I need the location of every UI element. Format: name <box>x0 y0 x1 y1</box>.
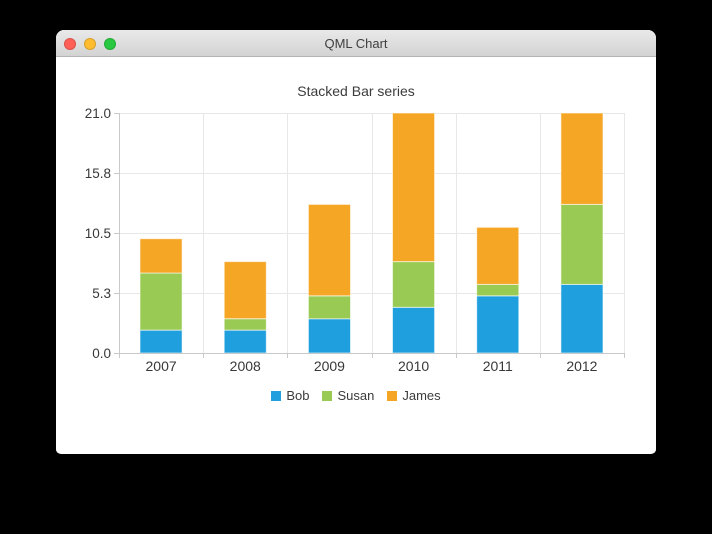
titlebar[interactable]: QML Chart <box>56 30 656 57</box>
bar-segment-susan-2010 <box>392 261 436 308</box>
bar-segment-susan-2008 <box>223 318 267 331</box>
bar-segment-james-2010 <box>392 112 436 263</box>
y-tick-label: 21.0 <box>85 106 111 121</box>
chart-legend: Bob Susan James <box>56 388 656 403</box>
bar-segment-bob-2008 <box>223 329 267 354</box>
legend-label: Susan <box>337 388 375 403</box>
bar-segment-james-2011 <box>476 226 520 285</box>
bar-segment-james-2012 <box>560 112 604 205</box>
zoom-button[interactable] <box>104 37 116 50</box>
x-category-label: 2009 <box>314 358 345 374</box>
bar-segment-bob-2010 <box>392 306 436 354</box>
legend-item-bob: Bob <box>271 388 309 403</box>
minimize-button[interactable] <box>84 37 96 50</box>
bar-segment-james-2007 <box>139 238 183 274</box>
chart-area: Stacked Bar series 0.0 5.3 10.5 15.8 21.0 200… <box>56 57 656 453</box>
x-category-label: 2010 <box>398 358 429 374</box>
y-tick-label: 0.0 <box>92 346 111 361</box>
x-category-label: 2008 <box>230 358 261 374</box>
window-title: QML Chart <box>324 35 388 51</box>
bar-segment-susan-2012 <box>560 203 604 285</box>
y-tick-label: 10.5 <box>85 226 111 241</box>
bar-segment-susan-2009 <box>307 295 351 320</box>
legend-item-susan: Susan <box>322 388 374 403</box>
bar-segment-bob-2007 <box>139 329 183 354</box>
bar-segment-bob-2011 <box>476 295 520 354</box>
stacked-bar-chart: 0.0 5.3 10.5 15.8 21.0 2007 2008 2009 2010 2011 20… <box>85 106 625 374</box>
legend-marker-susan <box>322 390 333 401</box>
bar-segment-bob-2012 <box>560 283 604 354</box>
close-button[interactable] <box>64 37 76 50</box>
x-category-label: 2011 <box>483 358 513 374</box>
bar-segment-susan-2007 <box>139 272 183 331</box>
bar-segment-bob-2009 <box>307 318 351 354</box>
bar-segment-james-2009 <box>307 203 351 297</box>
y-tick-label: 5.3 <box>92 286 111 301</box>
x-category-label: 2012 <box>566 358 597 374</box>
x-category-label: 2007 <box>146 358 177 374</box>
traffic-lights <box>64 30 116 57</box>
chart-title: Stacked Bar series <box>297 83 415 99</box>
y-tick-label: 15.8 <box>85 166 111 181</box>
bar-segment-james-2008 <box>223 261 267 320</box>
legend-label: James <box>402 388 441 403</box>
legend-label: Bob <box>286 388 310 403</box>
qml-chart-window: QML Chart Stacked Bar series 0.0 5.3 10.5 1… <box>56 30 656 454</box>
bar-segment-susan-2011 <box>476 283 520 297</box>
legend-item-james: James <box>387 388 441 403</box>
legend-marker-james <box>387 390 398 401</box>
legend-marker-bob <box>271 390 282 401</box>
